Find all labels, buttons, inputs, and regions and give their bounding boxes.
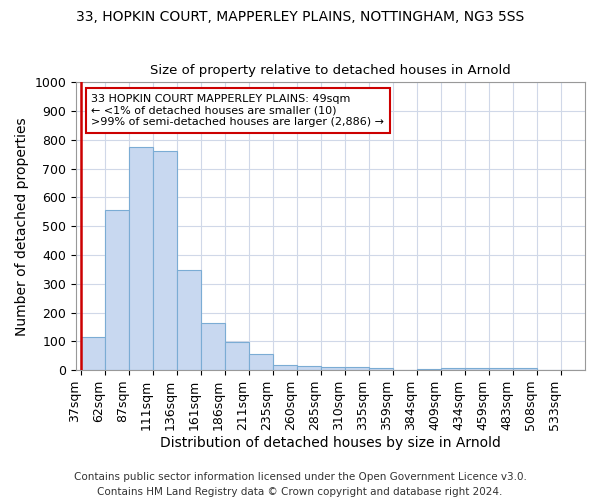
Bar	[513, 368, 537, 370]
Bar	[297, 366, 321, 370]
Bar	[225, 342, 249, 370]
Bar	[441, 368, 465, 370]
X-axis label: Distribution of detached houses by size in Arnold: Distribution of detached houses by size …	[160, 436, 501, 450]
Bar	[129, 147, 153, 370]
Text: 33 HOPKIN COURT MAPPERLEY PLAINS: 49sqm
← <1% of detached houses are smaller (10: 33 HOPKIN COURT MAPPERLEY PLAINS: 49sqm …	[91, 94, 385, 127]
Bar	[321, 367, 345, 370]
Bar	[465, 368, 489, 370]
Bar	[273, 365, 297, 370]
Bar	[249, 354, 273, 370]
Bar	[105, 210, 129, 370]
Title: Size of property relative to detached houses in Arnold: Size of property relative to detached ho…	[150, 64, 511, 77]
Bar	[177, 270, 201, 370]
Bar	[345, 367, 369, 370]
Text: Contains public sector information licensed under the Open Government Licence v3: Contains public sector information licen…	[74, 472, 526, 482]
Text: 33, HOPKIN COURT, MAPPERLEY PLAINS, NOTTINGHAM, NG3 5SS: 33, HOPKIN COURT, MAPPERLEY PLAINS, NOTT…	[76, 10, 524, 24]
Bar	[369, 368, 393, 370]
Bar	[81, 337, 105, 370]
Bar	[201, 322, 225, 370]
Y-axis label: Number of detached properties: Number of detached properties	[15, 117, 29, 336]
Text: Contains HM Land Registry data © Crown copyright and database right 2024.: Contains HM Land Registry data © Crown c…	[97, 487, 503, 497]
Bar	[153, 151, 177, 370]
Bar	[417, 368, 441, 370]
Bar	[489, 368, 513, 370]
